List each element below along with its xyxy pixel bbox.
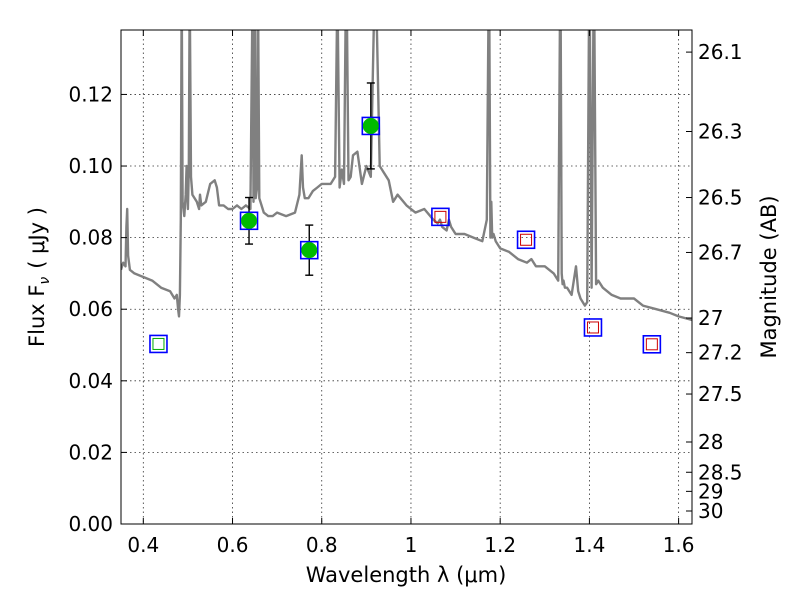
- y-tick-label: 0.00: [68, 512, 113, 536]
- plot-area: [121, 30, 692, 354]
- upper-limit-square: [520, 233, 533, 246]
- x-tick-label: 0.8: [306, 533, 338, 557]
- model-flux-square: [431, 207, 450, 227]
- y-axis-label-unit: ( μJy ): [25, 207, 49, 269]
- y-axis-label-group: Flux Fν ( μJy ): [25, 207, 53, 347]
- right-tick-label: 26.3: [698, 119, 743, 143]
- right-tick-label: 27.2: [698, 341, 743, 365]
- y-tick-label: 0.06: [68, 297, 113, 321]
- y-axis-label-main: Flux F: [25, 285, 49, 347]
- y-tick-label: 0.08: [68, 226, 113, 250]
- right-tick-label: 26.5: [698, 186, 743, 210]
- x-tick-label: 0.4: [127, 533, 159, 557]
- y-axis-label-subscript: ν: [37, 277, 53, 285]
- model-flux-square: [361, 116, 381, 136]
- right-tick-label: 27: [698, 306, 723, 330]
- grid-lines: [121, 30, 692, 525]
- x-tick-label: 1.4: [573, 533, 605, 557]
- x-axis-label: Wavelength λ (μm): [306, 563, 507, 587]
- y-tick-label: 0.02: [68, 440, 113, 464]
- model-flux-square: [299, 240, 319, 260]
- observed-flux-point: [362, 117, 379, 134]
- right-tick-label: 29: [698, 479, 723, 503]
- model-flux-square: [239, 211, 259, 231]
- right-axis-label: Magnitude (AB): [757, 195, 781, 358]
- plot-frame: [120, 29, 693, 525]
- x-tick-label: 1: [405, 533, 418, 557]
- upper-limit-square: [434, 210, 447, 223]
- right-tick-label: 26.7: [698, 240, 743, 264]
- model-flux-square: [516, 230, 536, 250]
- observed-flux-point: [301, 242, 318, 259]
- right-tick-label: 28: [698, 430, 723, 454]
- observed-flux-point: [241, 212, 258, 229]
- y-axis-label: Flux Fν ( μJy ): [25, 207, 53, 347]
- y-tick-label: 0.10: [68, 154, 113, 178]
- y-tick-label: 0.04: [68, 369, 113, 393]
- upper-limit-square: [586, 321, 599, 334]
- right-tick-label: 27.5: [698, 382, 743, 406]
- model-flux-square: [642, 334, 662, 354]
- x-tick-label: 1.6: [663, 533, 695, 557]
- template-spectrum-line: [121, 30, 692, 322]
- model-flux-square: [583, 318, 603, 337]
- y-tick-label: 0.12: [68, 82, 113, 106]
- upper-limit-square: [645, 338, 658, 351]
- right-tick-label: 30: [698, 499, 723, 523]
- model-flux-square: [149, 334, 168, 354]
- right-tick-label: 28.5: [698, 460, 743, 484]
- x-tick-label: 0.6: [217, 533, 249, 557]
- axis-ticks: 0.4 0.6 0.8 1 1.2 1.4 1.6 0.00 0.02 0.04 0.06 0.08 0…: [68, 30, 743, 557]
- upper-limit-square: [152, 337, 165, 350]
- x-tick-label: 1.2: [484, 533, 516, 557]
- right-tick-label: 26.1: [698, 40, 743, 64]
